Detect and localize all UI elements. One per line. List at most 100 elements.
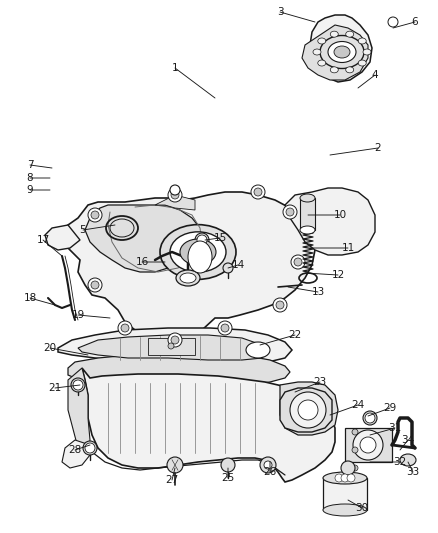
Text: 14: 14 (231, 260, 245, 270)
Ellipse shape (171, 336, 179, 344)
Ellipse shape (168, 333, 182, 347)
Ellipse shape (318, 60, 326, 66)
Ellipse shape (254, 188, 262, 196)
Text: 26: 26 (263, 467, 277, 477)
Text: 18: 18 (23, 293, 37, 303)
Text: 25: 25 (221, 473, 235, 483)
Ellipse shape (180, 273, 196, 283)
Text: 30: 30 (356, 503, 368, 513)
Ellipse shape (88, 278, 102, 292)
Text: 6: 6 (412, 17, 418, 27)
Ellipse shape (195, 233, 209, 247)
Ellipse shape (188, 241, 212, 273)
Ellipse shape (83, 441, 97, 455)
Ellipse shape (360, 437, 376, 453)
Ellipse shape (294, 258, 302, 266)
Text: 22: 22 (288, 330, 302, 340)
Ellipse shape (298, 400, 318, 420)
Text: 3: 3 (277, 7, 283, 17)
Ellipse shape (363, 411, 377, 425)
Text: 10: 10 (333, 210, 346, 220)
Polygon shape (323, 478, 367, 510)
Ellipse shape (260, 457, 276, 473)
Polygon shape (85, 205, 202, 272)
Ellipse shape (320, 36, 364, 69)
Polygon shape (82, 368, 335, 482)
Text: 31: 31 (389, 423, 402, 433)
Text: 33: 33 (406, 467, 420, 477)
Polygon shape (45, 225, 80, 250)
Text: 20: 20 (43, 343, 57, 353)
Ellipse shape (251, 185, 265, 199)
Ellipse shape (318, 38, 326, 44)
Polygon shape (68, 368, 90, 452)
Ellipse shape (273, 298, 287, 312)
Ellipse shape (167, 457, 183, 473)
Ellipse shape (88, 208, 102, 222)
Ellipse shape (221, 324, 229, 332)
Ellipse shape (170, 185, 180, 195)
Ellipse shape (341, 474, 349, 482)
Text: 27: 27 (166, 475, 179, 485)
Ellipse shape (328, 42, 356, 62)
Text: 34: 34 (401, 435, 415, 445)
Ellipse shape (118, 321, 132, 335)
Ellipse shape (313, 49, 321, 55)
Ellipse shape (73, 380, 83, 390)
Text: 28: 28 (68, 445, 81, 455)
Text: 17: 17 (36, 235, 49, 245)
Text: 21: 21 (48, 383, 62, 393)
Ellipse shape (323, 504, 367, 516)
Polygon shape (58, 328, 292, 365)
Polygon shape (300, 198, 315, 230)
Text: 5: 5 (80, 225, 86, 235)
Ellipse shape (176, 270, 200, 286)
Ellipse shape (352, 447, 358, 453)
Polygon shape (280, 382, 338, 435)
Ellipse shape (352, 465, 358, 471)
Ellipse shape (334, 46, 350, 58)
Ellipse shape (291, 255, 305, 269)
Text: 16: 16 (135, 257, 148, 267)
Polygon shape (280, 388, 332, 432)
Ellipse shape (218, 321, 232, 335)
Ellipse shape (290, 392, 326, 428)
Text: 2: 2 (374, 143, 381, 153)
Ellipse shape (246, 342, 270, 358)
Polygon shape (148, 338, 195, 355)
Polygon shape (345, 428, 392, 462)
Polygon shape (155, 195, 195, 210)
Ellipse shape (323, 472, 367, 484)
Polygon shape (68, 353, 290, 386)
Ellipse shape (91, 281, 99, 289)
Ellipse shape (346, 31, 354, 37)
Ellipse shape (358, 38, 366, 44)
Ellipse shape (221, 458, 235, 472)
Ellipse shape (300, 194, 315, 202)
Polygon shape (302, 25, 368, 80)
Ellipse shape (300, 226, 315, 234)
Ellipse shape (286, 208, 294, 216)
Ellipse shape (160, 224, 236, 279)
Text: 7: 7 (27, 160, 33, 170)
Ellipse shape (388, 17, 398, 27)
Ellipse shape (180, 239, 216, 265)
Ellipse shape (346, 67, 354, 73)
Ellipse shape (335, 474, 343, 482)
Ellipse shape (330, 67, 338, 73)
Ellipse shape (264, 461, 272, 469)
Ellipse shape (363, 49, 371, 55)
Text: 12: 12 (332, 270, 345, 280)
Ellipse shape (400, 454, 416, 466)
Ellipse shape (91, 211, 99, 219)
Text: 24: 24 (351, 400, 364, 410)
Text: 11: 11 (341, 243, 355, 253)
Ellipse shape (171, 191, 179, 199)
Text: 29: 29 (383, 403, 397, 413)
Ellipse shape (71, 378, 85, 392)
Ellipse shape (85, 443, 95, 453)
Ellipse shape (168, 188, 182, 202)
Polygon shape (62, 192, 315, 345)
Ellipse shape (341, 461, 355, 475)
Text: 15: 15 (213, 233, 226, 243)
